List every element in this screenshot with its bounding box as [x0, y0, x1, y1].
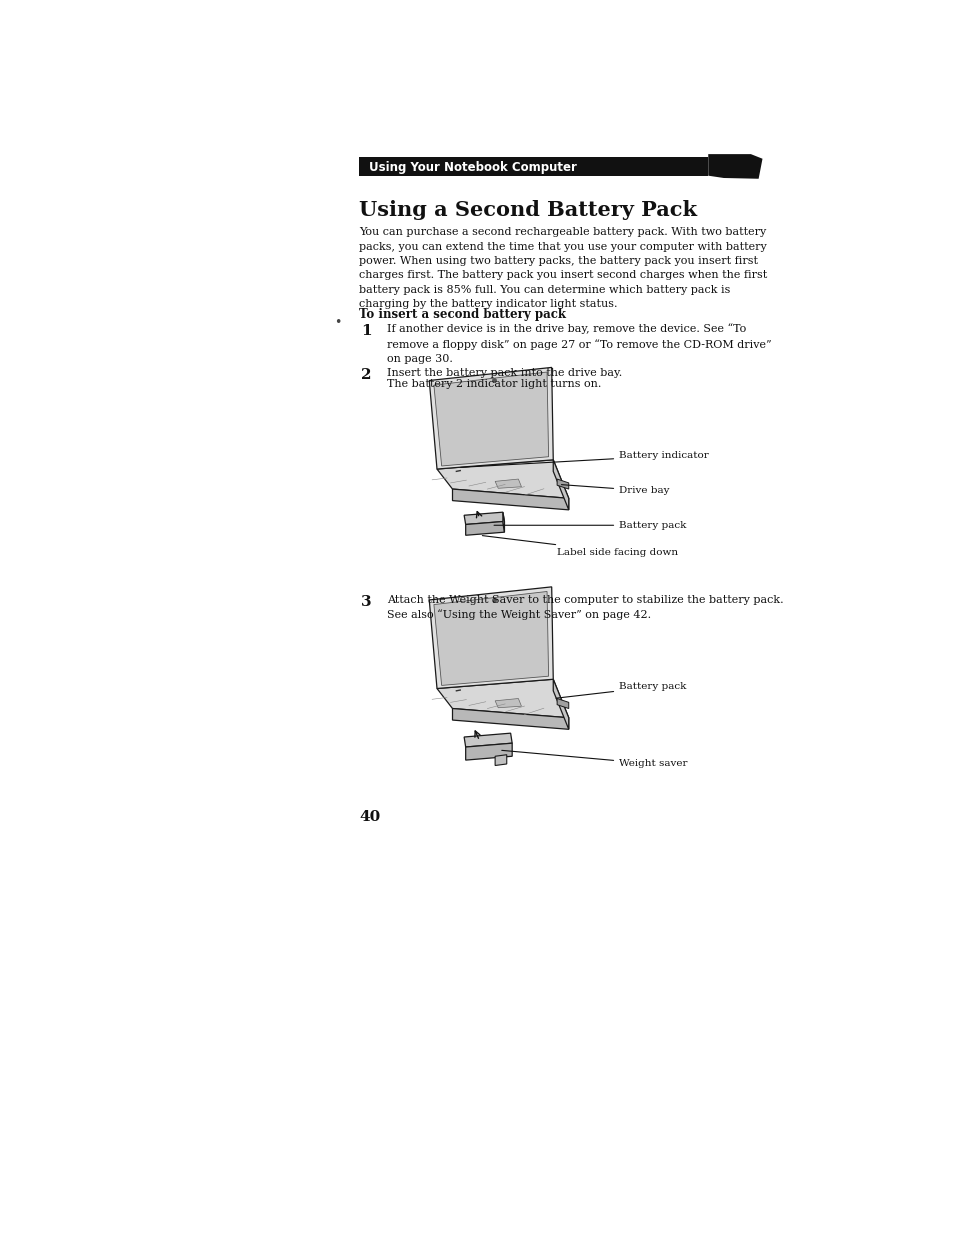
Polygon shape — [553, 679, 568, 729]
Text: The battery 2 indicator light turns on.: The battery 2 indicator light turns on. — [386, 379, 600, 388]
Text: Label side facing down: Label side facing down — [482, 535, 678, 557]
Text: •: • — [334, 316, 341, 329]
Polygon shape — [434, 592, 548, 686]
Text: To insert a second battery pack: To insert a second battery pack — [359, 308, 566, 321]
Text: 1: 1 — [360, 323, 372, 338]
Text: Insert the battery pack into the drive bay.: Insert the battery pack into the drive b… — [386, 369, 621, 379]
Polygon shape — [495, 480, 521, 488]
Text: Weight saver: Weight saver — [501, 751, 687, 768]
Text: 3: 3 — [360, 594, 372, 609]
Text: Using Your Notebook Computer: Using Your Notebook Computer — [369, 160, 576, 174]
Polygon shape — [452, 709, 568, 729]
Polygon shape — [502, 512, 504, 533]
Text: Using a Second Battery Pack: Using a Second Battery Pack — [359, 200, 697, 221]
Text: Battery indicator: Battery indicator — [460, 451, 708, 467]
Text: 2: 2 — [360, 369, 371, 382]
Polygon shape — [436, 679, 568, 718]
Polygon shape — [436, 460, 568, 498]
Polygon shape — [495, 755, 506, 766]
Text: Battery pack: Battery pack — [556, 682, 686, 698]
Polygon shape — [465, 743, 512, 760]
Text: If another device is in the drive bay, remove the device. See “To
remove a flopp: If another device is in the drive bay, r… — [386, 323, 770, 364]
Text: You can purchase a second rechargeable battery pack. With two battery
packs, you: You can purchase a second rechargeable b… — [359, 227, 767, 309]
Polygon shape — [464, 734, 512, 747]
Text: 40: 40 — [359, 810, 380, 824]
Text: Battery pack: Battery pack — [494, 520, 686, 530]
Polygon shape — [429, 587, 553, 688]
Polygon shape — [452, 490, 568, 510]
Polygon shape — [553, 460, 568, 510]
Bar — [359, 157, 707, 175]
Polygon shape — [707, 154, 761, 179]
Polygon shape — [429, 367, 553, 469]
Polygon shape — [434, 372, 548, 466]
Polygon shape — [557, 699, 568, 709]
Polygon shape — [464, 512, 504, 524]
Polygon shape — [495, 699, 521, 708]
Polygon shape — [465, 522, 504, 535]
Text: Attach the Weight Saver to the computer to stabilize the battery pack.
See also : Attach the Weight Saver to the computer … — [386, 594, 782, 620]
Polygon shape — [557, 480, 568, 490]
Text: Drive bay: Drive bay — [561, 485, 669, 496]
